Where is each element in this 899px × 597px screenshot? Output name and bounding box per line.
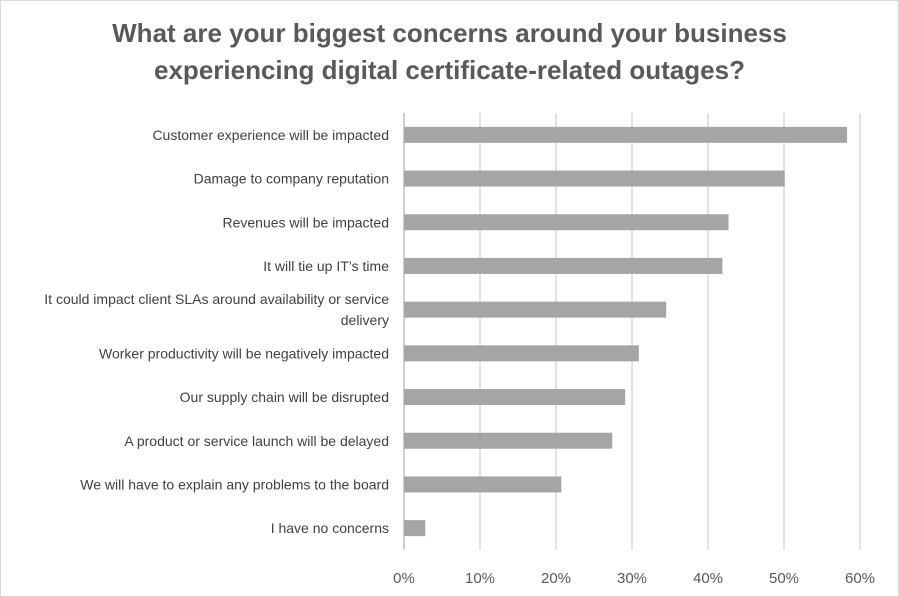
bar <box>404 214 729 231</box>
category-label: We will have to explain any problems to … <box>80 476 389 492</box>
category-label: Our supply chain will be disrupted <box>180 389 389 405</box>
chart-title-line-2: experiencing digital certificate-related… <box>154 55 745 85</box>
chart-title-line-1: What are your biggest concerns around yo… <box>112 18 787 48</box>
bar <box>404 520 426 537</box>
category-label: delivery <box>341 312 389 328</box>
x-axis-ticks: 0% 10% 20% 30% 40% 50% 60% <box>393 570 875 587</box>
bar <box>404 170 785 187</box>
bar <box>404 126 848 143</box>
x-tick-label: 50% <box>769 570 799 587</box>
x-tick-label: 60% <box>845 570 875 587</box>
bars <box>404 126 848 537</box>
category-label: Revenues will be impacted <box>222 214 389 230</box>
x-tick-label: 10% <box>465 570 495 587</box>
x-tick-label: 20% <box>541 570 571 587</box>
bar <box>404 476 562 493</box>
category-label: It will tie up IT’s time <box>263 258 389 274</box>
category-labels: Customer experience will be impacted Dama… <box>44 127 389 536</box>
bar <box>404 345 639 362</box>
x-tick-label: 30% <box>617 570 647 587</box>
category-label: It could impact client SLAs around avail… <box>44 291 389 307</box>
chart-title: What are your biggest concerns around yo… <box>1 15 898 89</box>
x-tick-label: 0% <box>393 570 415 587</box>
category-label: Damage to company reputation <box>194 171 389 187</box>
category-label: A product or service launch will be dela… <box>124 433 389 449</box>
bar <box>404 257 723 274</box>
category-label: Worker productivity will be negatively i… <box>99 345 389 361</box>
category-label: I have no concerns <box>271 520 389 536</box>
category-label: Customer experience will be impacted <box>152 127 389 143</box>
x-tick-label: 40% <box>693 570 723 587</box>
bar <box>404 432 613 449</box>
bar <box>404 389 626 406</box>
bar <box>404 301 667 318</box>
